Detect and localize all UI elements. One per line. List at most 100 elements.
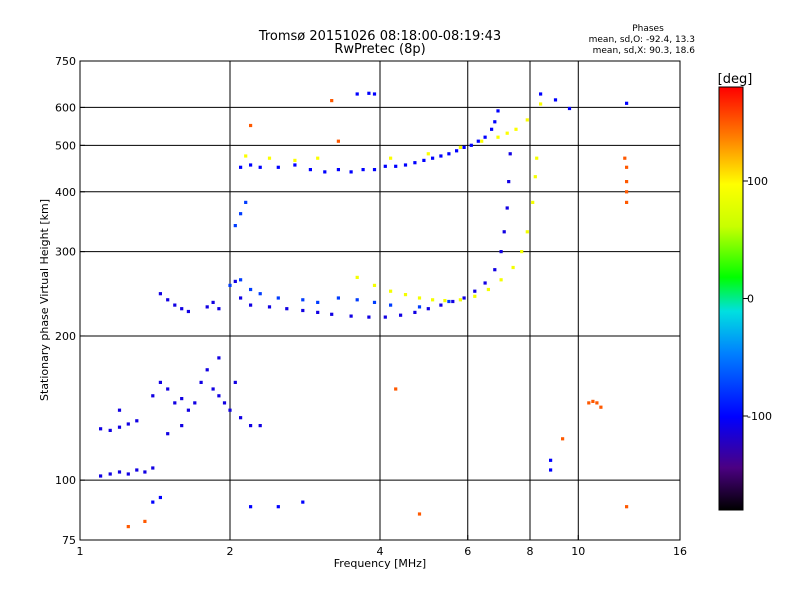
point-scattered-warm-14 xyxy=(394,387,398,391)
series-scattered-warm xyxy=(126,99,629,529)
point-Es-lower-25 xyxy=(228,408,232,412)
point-F-lower-X-10 xyxy=(499,278,503,282)
point-Es-lower-14 xyxy=(158,380,162,384)
point-F2-diffuse-14 xyxy=(239,212,243,216)
x-tick-label-16: 16 xyxy=(673,545,687,558)
colorbar-label: [deg] xyxy=(718,72,753,87)
y-tick-label-75: 75 xyxy=(62,534,76,547)
point-F-lower-X-0 xyxy=(355,275,359,279)
point-F2-upper-O-5 xyxy=(308,168,312,172)
point-F2-upper-O-19 xyxy=(455,149,459,153)
point-Es-lower-32 xyxy=(217,356,221,360)
point-F-lower-O-0 xyxy=(233,279,237,283)
point-scattered-misc-3 xyxy=(276,505,280,509)
y-tick-label-400: 400 xyxy=(55,186,76,199)
x-axis-label: Frequency [MHz] xyxy=(334,557,426,570)
colorbar-tick-label--100: -100 xyxy=(747,410,772,423)
point-F2-upper-O-8 xyxy=(349,170,353,174)
point-scattered-warm-17 xyxy=(249,123,253,128)
point-F2-upper-O-12 xyxy=(394,164,398,168)
point-mid-F1-7 xyxy=(217,307,221,311)
point-F2-upper-X-1 xyxy=(267,156,272,160)
point-F-lower-O-20 xyxy=(499,250,503,254)
phase-stats-x: mean, sd,X: 90.3, 18.6 xyxy=(593,46,696,56)
point-F2-upper-O-9 xyxy=(361,168,365,172)
point-F2-upper-O-21 xyxy=(469,143,473,147)
point-F-lower-O-12 xyxy=(413,310,417,314)
point-mid-F1-6 xyxy=(211,300,215,304)
point-F2-upper-O-18 xyxy=(447,152,451,156)
point-F-lower-X-11 xyxy=(511,265,515,270)
point-F2-upper-O-22 xyxy=(476,139,480,143)
y-tick-label-200: 200 xyxy=(55,330,76,343)
phase-stats-o: mean, sd,O: -92.4, 13.3 xyxy=(589,35,695,45)
point-Es-lower-31 xyxy=(180,424,184,428)
x-tick-label-1: 1 xyxy=(77,545,84,558)
point-Es-lower-19 xyxy=(193,401,197,405)
point-F-lower-X-5 xyxy=(431,298,435,302)
point-scattered-warm-0 xyxy=(587,401,591,405)
point-F-lower-O-2 xyxy=(249,303,253,307)
point-scattered-misc-4 xyxy=(301,500,305,504)
point-F2-diffuse-13 xyxy=(233,224,237,228)
point-F2-upper-O-16 xyxy=(431,156,435,160)
point-F2-upper-X-11 xyxy=(525,118,529,122)
point-Es-lower-24 xyxy=(222,401,227,405)
point-F-lower-X-15 xyxy=(533,175,537,179)
series-F-lower-O xyxy=(233,152,512,319)
point-F-lower-O-23 xyxy=(507,180,511,184)
point-F2-diffuse-12 xyxy=(447,299,451,304)
point-F2-diffuse-10 xyxy=(389,303,393,307)
y-tick-label-300: 300 xyxy=(55,246,76,259)
point-scattered-warm-4 xyxy=(625,165,629,169)
point-F2-upper-O-10 xyxy=(372,168,377,172)
colorbar-tick-label-0: 0 xyxy=(747,293,754,306)
point-Es-lower-29 xyxy=(258,424,262,428)
point-scattered-warm-12 xyxy=(126,525,130,529)
point-Es-lower-2 xyxy=(117,470,122,474)
point-scattered-warm-8 xyxy=(623,156,627,160)
point-mid-F1-1 xyxy=(166,298,170,302)
point-F-lower-O-1 xyxy=(239,296,243,300)
point-F-lower-O-4 xyxy=(285,307,289,311)
point-F2-upper-X-2 xyxy=(293,158,297,162)
point-Es-lower-18 xyxy=(186,408,190,412)
point-F-lower-O-10 xyxy=(383,315,387,319)
point-F2-diffuse-15 xyxy=(244,200,248,204)
point-Es-lower-11 xyxy=(135,419,139,423)
point-scattered-misc-10 xyxy=(539,92,543,96)
point-Es-lower-7 xyxy=(99,427,103,431)
point-F2-diffuse-4 xyxy=(276,296,280,300)
point-scattered-misc-12 xyxy=(567,106,572,111)
point-scattered-warm-11 xyxy=(330,99,334,103)
point-F2-upper-O-0 xyxy=(239,165,243,169)
series-scattered-misc xyxy=(151,91,629,509)
colorbar-ticks: 100 0 -100 xyxy=(743,175,772,423)
chart-title: Tromsø 20151026 08:18:00-08:19:43 xyxy=(258,29,501,44)
point-F-lower-X-7 xyxy=(458,298,462,302)
point-F-lower-X-9 xyxy=(486,287,490,292)
point-Es-lower-6 xyxy=(151,466,155,470)
point-F-lower-X-4 xyxy=(417,296,422,300)
point-Es-lower-23 xyxy=(217,394,221,398)
point-F2-upper-O-6 xyxy=(323,170,327,174)
point-F-lower-O-16 xyxy=(462,296,466,300)
point-F-lower-O-18 xyxy=(483,281,487,285)
y-tick-label-750: 750 xyxy=(55,55,76,68)
y-tick-label-500: 500 xyxy=(55,139,76,152)
point-F2-upper-O-14 xyxy=(413,161,417,165)
point-mid-F1-0 xyxy=(158,292,162,296)
y-axis-label: Stationary phase Virtual Height [km] xyxy=(38,199,51,401)
point-F2-upper-X-10 xyxy=(514,127,518,131)
point-F2-diffuse-2 xyxy=(249,287,253,292)
point-F2-upper-X-5 xyxy=(426,152,430,156)
point-F2-diffuse-1 xyxy=(239,278,243,282)
point-F-lower-O-21 xyxy=(502,230,506,234)
point-Es-lower-13 xyxy=(151,394,155,398)
point-F2-upper-O-24 xyxy=(490,127,494,131)
point-F2-upper-O-11 xyxy=(383,164,387,168)
point-F2-upper-O-15 xyxy=(422,158,426,162)
point-F-lower-X-6 xyxy=(443,299,447,303)
point-F2-upper-O-7 xyxy=(336,168,340,172)
